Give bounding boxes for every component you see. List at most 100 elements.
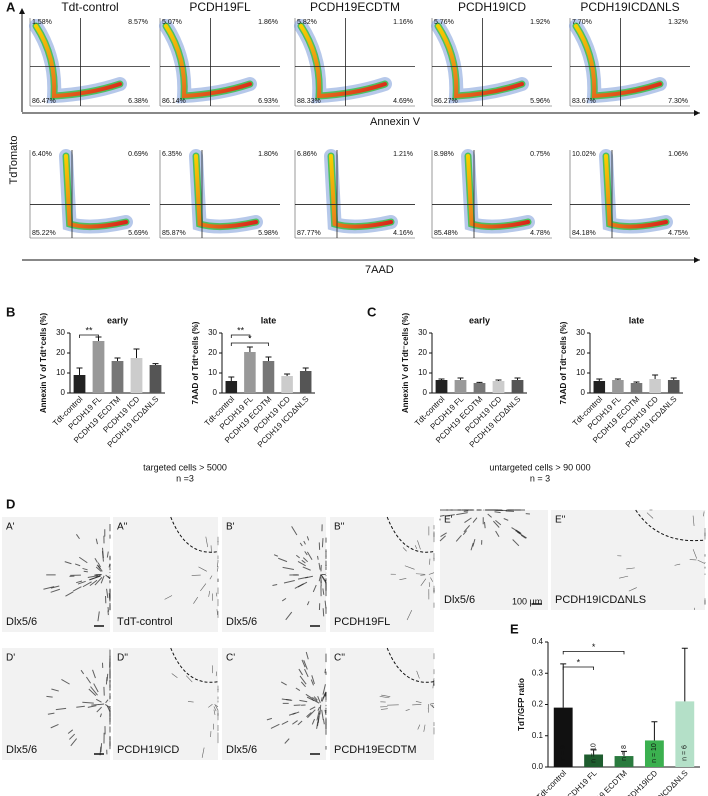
quadrant-value: 83.67% xyxy=(572,98,596,105)
bar xyxy=(262,361,275,393)
neurite xyxy=(306,712,312,718)
error-bar xyxy=(438,378,445,380)
neurite xyxy=(61,679,70,685)
neurite xyxy=(282,566,295,570)
neurite xyxy=(402,547,407,552)
neurite xyxy=(164,595,173,600)
error-bar xyxy=(152,363,159,365)
neurite xyxy=(703,511,705,517)
micrograph xyxy=(2,517,110,632)
y-tick-label: 0.3 xyxy=(532,668,544,677)
bar xyxy=(244,352,256,393)
image-caption: Dlx5/6 xyxy=(444,594,475,606)
neurite xyxy=(209,575,213,580)
neurite xyxy=(213,706,217,712)
neurite xyxy=(76,580,83,584)
bar-label: n = 10 xyxy=(651,743,658,763)
neurite xyxy=(273,554,279,557)
neurite xyxy=(423,724,426,732)
neurite xyxy=(503,518,509,521)
neurite xyxy=(285,611,293,621)
neurite xyxy=(674,563,681,566)
micrograph xyxy=(222,517,326,632)
axis-label: TdTomato xyxy=(8,136,20,185)
y-axis-label: Annexin V of Tdt⁻cells (%) xyxy=(401,313,410,414)
bar xyxy=(584,754,604,767)
error-bar xyxy=(495,379,502,381)
chart-title: early xyxy=(107,315,128,325)
error-bar xyxy=(681,647,688,702)
neurite xyxy=(85,676,92,684)
neurite xyxy=(379,696,390,699)
neurite xyxy=(187,701,194,703)
y-axis-label: 7AAD of Tdt⁺cells (%) xyxy=(191,321,200,404)
significance-bracket xyxy=(230,342,269,346)
density xyxy=(324,149,398,234)
neurite xyxy=(322,588,325,595)
neurite xyxy=(619,575,629,579)
neurite xyxy=(324,600,327,609)
error-bar xyxy=(652,374,659,379)
neurite xyxy=(171,673,178,678)
neurite xyxy=(517,531,527,539)
significance-bracket xyxy=(562,650,625,655)
x-tick-label: PCDH19ICD xyxy=(621,768,660,796)
micrograph xyxy=(330,517,434,632)
neurite xyxy=(100,575,105,584)
image-caption: PCDH19FL xyxy=(334,616,390,628)
neurite xyxy=(90,686,98,696)
column-title: PCDH19FL xyxy=(189,0,251,14)
significance-label: ** xyxy=(237,325,245,335)
neurite xyxy=(77,580,86,585)
neurite xyxy=(430,577,434,582)
neurite xyxy=(417,724,421,730)
y-axis-label: Annexin V of Tdt⁺cells (%) xyxy=(39,313,48,414)
neurite xyxy=(51,688,59,692)
neurite xyxy=(302,557,308,563)
density xyxy=(164,24,252,99)
bar xyxy=(225,381,238,393)
bar xyxy=(675,701,695,767)
quadrant-value: 8.57% xyxy=(128,19,148,26)
error-bar xyxy=(621,750,627,757)
neurite xyxy=(299,699,308,703)
image-caption: PCDH19ECDTM xyxy=(334,744,417,756)
neurite xyxy=(93,683,99,693)
neurite xyxy=(312,696,318,702)
neurite xyxy=(92,669,96,679)
y-tick-label: 10 xyxy=(418,368,427,377)
neurite xyxy=(74,563,81,567)
y-tick-label: 0 xyxy=(61,388,66,397)
neurite xyxy=(319,704,322,715)
quadrant-value: 85.22% xyxy=(32,230,56,237)
error-bar xyxy=(651,721,658,741)
image-caption: Dlx5/6 xyxy=(6,744,37,756)
quadrant-value: 4.78% xyxy=(530,230,550,237)
bar xyxy=(73,375,86,393)
boundary xyxy=(386,516,435,553)
neurite xyxy=(297,720,303,726)
chart-title: late xyxy=(261,315,277,325)
significance-label: ** xyxy=(85,325,93,335)
quadrant-value: 5.96% xyxy=(530,98,550,105)
note: n = 3 xyxy=(530,473,550,483)
bar xyxy=(492,381,505,393)
scale-label: 100 μm xyxy=(512,596,542,606)
neurite xyxy=(270,723,280,729)
error-bar xyxy=(596,378,603,381)
neurite xyxy=(108,563,111,568)
neurite xyxy=(462,530,468,536)
neurite xyxy=(300,681,306,688)
neurite xyxy=(626,567,635,570)
micrograph xyxy=(551,510,705,610)
neurite xyxy=(493,520,500,528)
density xyxy=(299,24,387,99)
micrograph xyxy=(330,648,434,760)
image-id: E' xyxy=(444,515,453,526)
error-bar xyxy=(228,376,235,381)
density xyxy=(189,149,263,234)
y-tick-label: 20 xyxy=(56,348,65,357)
neurite xyxy=(200,583,207,592)
neurite xyxy=(284,738,290,744)
